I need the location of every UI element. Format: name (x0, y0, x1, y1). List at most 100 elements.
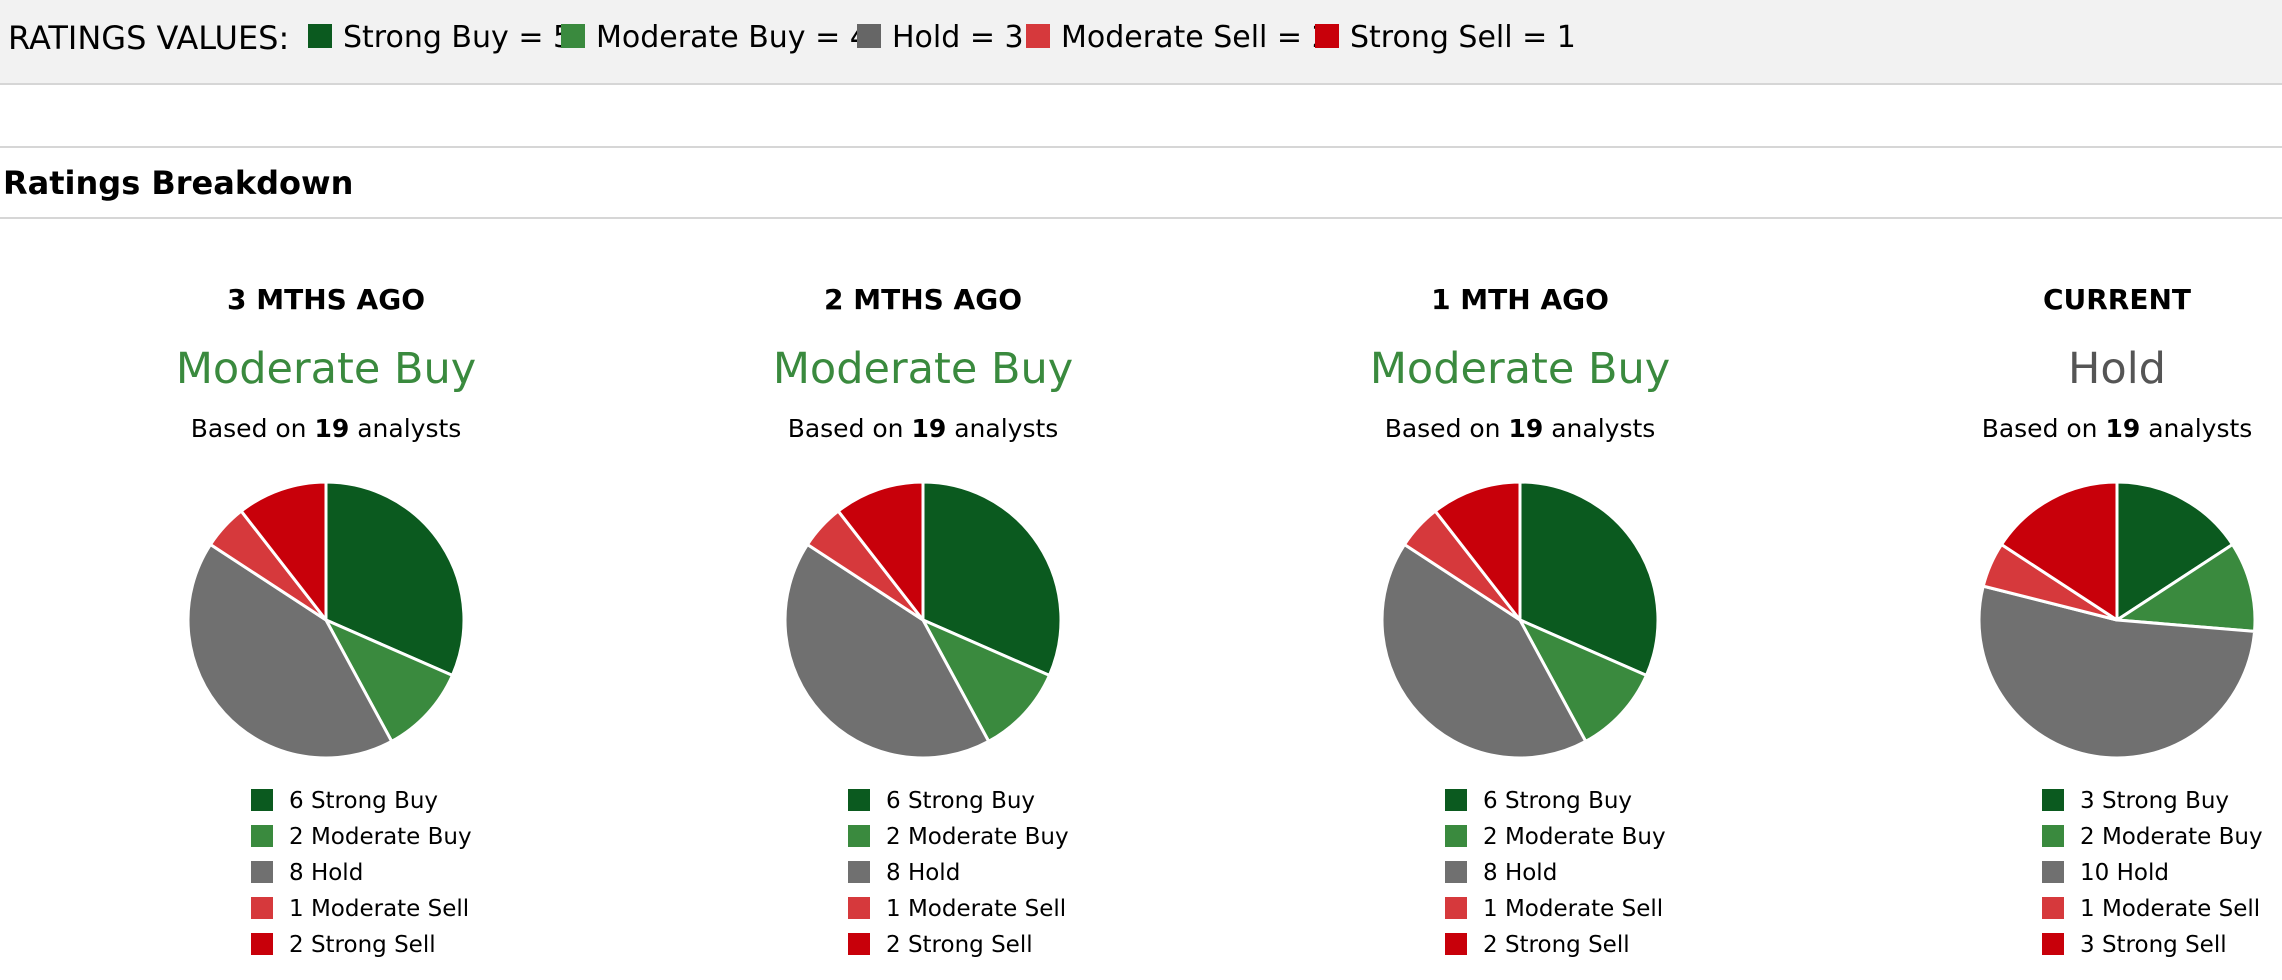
analyst-count: 19 (1508, 414, 1544, 443)
legend-swatch (2042, 897, 2064, 919)
legend-swatch (2042, 825, 2064, 847)
pie-legend-item-moderate-buy: 2 Moderate Buy (1445, 821, 1666, 853)
pie-slice-strong-buy[interactable] (2115, 480, 2235, 622)
analyst-count: 19 (2105, 414, 2141, 443)
legend-hold: Hold = 3 (857, 18, 1024, 58)
panel-period-title: 1 MTH AGO (1431, 283, 1609, 316)
pie-legend-item-moderate-sell: 1 Moderate Sell (2042, 893, 2260, 925)
pie-legend-item-strong-sell: 3 Strong Sell (2042, 929, 2227, 961)
legend-label: Hold = 3 (892, 20, 1024, 55)
rating-panel: CURRENT Hold Based on 19 analysts 3 Strong … (1817, 270, 2282, 970)
rating-panel: 2 MTHS AGO Moderate Buy Based on 19 analys… (623, 270, 1223, 970)
legend-label: 2 Strong Sell (289, 932, 436, 958)
pie-legend-item-moderate-buy: 2 Moderate Buy (251, 821, 472, 853)
legend-label: 6 Strong Buy (1483, 788, 1633, 814)
pie-slice-strong-buy[interactable] (324, 480, 466, 677)
legend-swatch (848, 861, 870, 883)
legend-label: 2 Moderate Buy (1483, 824, 1666, 850)
ratings-pie-chart (186, 480, 466, 760)
pie-legend-item-moderate-buy: 2 Moderate Buy (848, 821, 1069, 853)
legend-swatch (251, 897, 273, 919)
pie-legend: 3 Strong Buy 2 Moderate Buy 10 Hold 1 Moder… (2042, 785, 2282, 970)
legend-label: 2 Moderate Buy (886, 824, 1069, 850)
divider (0, 217, 2282, 219)
legend-label: 6 Strong Buy (886, 788, 1036, 814)
pie-slice-strong-sell[interactable] (239, 480, 328, 622)
pie-legend-item-moderate-sell: 1 Moderate Sell (848, 893, 1066, 925)
legend-swatch (251, 825, 273, 847)
legend-swatch (1445, 861, 1467, 883)
consensus-rating: Moderate Buy (772, 344, 1074, 394)
legend-label: 6 Strong Buy (289, 788, 439, 814)
ratings-pie-chart (1380, 480, 1660, 760)
legend-swatch (308, 24, 332, 48)
pie-legend-item-moderate-buy: 2 Moderate Buy (2042, 821, 2263, 853)
legend-label: 2 Strong Sell (1483, 932, 1630, 958)
pie-slice-strong-sell[interactable] (836, 480, 925, 622)
pie-legend-item-hold: 8 Hold (1445, 857, 1557, 889)
pie-legend-item-strong-sell: 2 Strong Sell (1445, 929, 1630, 961)
pie-slice-strong-sell[interactable] (1433, 480, 1522, 622)
legend-moderate-buy: Moderate Buy = 4 (561, 18, 869, 58)
pie-slice-moderate-buy[interactable] (921, 618, 1051, 743)
analyst-count-text: Based on 19 analysts (1220, 412, 1820, 446)
legend-swatch (857, 24, 881, 48)
legend-label: 3 Strong Sell (2080, 932, 2227, 958)
legend-swatch (848, 825, 870, 847)
pie-slice-hold[interactable] (1380, 543, 1588, 760)
pie-legend: 6 Strong Buy 2 Moderate Buy 8 Hold 1 Modera… (251, 785, 611, 970)
legend-swatch (1445, 933, 1467, 955)
divider (0, 146, 2282, 148)
legend-label: Strong Sell = 1 (1350, 20, 1576, 55)
pie-legend: 6 Strong Buy 2 Moderate Buy 8 Hold 1 Modera… (1445, 785, 1805, 970)
consensus-rating: Hold (2068, 344, 2166, 394)
legend-label: 1 Moderate Sell (886, 896, 1067, 922)
legend-swatch (848, 933, 870, 955)
legend-label: 10 Hold (2080, 860, 2169, 886)
legend-swatch (2042, 861, 2064, 883)
legend-swatch (1445, 825, 1467, 847)
legend-swatch (1315, 24, 1339, 48)
based-on-prefix: Based on (1384, 414, 1501, 443)
based-on-suffix: analysts (2148, 414, 2253, 443)
pie-slice-strong-buy[interactable] (921, 480, 1063, 677)
legend-swatch (251, 789, 273, 811)
legend-swatch (1026, 24, 1050, 48)
pie-slice-hold[interactable] (1977, 584, 2257, 760)
pie-legend-item-strong-sell: 2 Strong Sell (848, 929, 1033, 961)
rating-panel: 1 MTH AGO Moderate Buy Based on 19 analyst… (1220, 270, 1820, 970)
pie-slice-strong-sell[interactable] (1999, 480, 2119, 622)
pie-slice-hold[interactable] (186, 543, 394, 760)
legend-swatch (251, 933, 273, 955)
pie-slice-hold[interactable] (783, 543, 991, 760)
analyst-count-text: Based on 19 analysts (623, 412, 1223, 446)
rating-panel: 3 MTHS AGO Moderate Buy Based on 19 analys… (26, 270, 626, 970)
pie-legend-item-moderate-sell: 1 Moderate Sell (251, 893, 469, 925)
pie-legend-item-strong-buy: 6 Strong Buy (251, 785, 438, 817)
panel-period-title: 3 MTHS AGO (227, 283, 425, 316)
legend-label: Strong Buy = 5 (343, 20, 573, 55)
pie-legend-item-hold: 8 Hold (251, 857, 363, 889)
legend-label: 1 Moderate Sell (2080, 896, 2261, 922)
analyst-count-text: Based on 19 analysts (1817, 412, 2282, 446)
legend-label: 2 Moderate Buy (2080, 824, 2263, 850)
legend-swatch (848, 897, 870, 919)
legend-label: 3 Strong Buy (2080, 788, 2230, 814)
legend-strong-buy: Strong Buy = 5 (308, 18, 572, 58)
pie-legend-item-hold: 10 Hold (2042, 857, 2169, 889)
based-on-suffix: analysts (954, 414, 1059, 443)
pie-legend-item-moderate-sell: 1 Moderate Sell (1445, 893, 1663, 925)
ratings-pie-chart (783, 480, 1063, 760)
pie-legend-item-strong-buy: 6 Strong Buy (848, 785, 1035, 817)
legend-label: 8 Hold (886, 860, 961, 886)
ratings-pie-chart (1977, 480, 2257, 760)
pie-slice-moderate-buy[interactable] (2115, 543, 2257, 633)
legend-swatch (2042, 789, 2064, 811)
pie-slice-moderate-buy[interactable] (1518, 618, 1648, 743)
legend-moderate-sell: Moderate Sell = 2 (1026, 18, 1331, 58)
pie-slice-strong-buy[interactable] (1518, 480, 1660, 677)
pie-legend-item-strong-buy: 3 Strong Buy (2042, 785, 2229, 817)
pie-legend-item-hold: 8 Hold (848, 857, 960, 889)
pie-slice-moderate-buy[interactable] (324, 618, 454, 743)
ratings-values-title: RATINGS VALUES: (8, 19, 290, 57)
